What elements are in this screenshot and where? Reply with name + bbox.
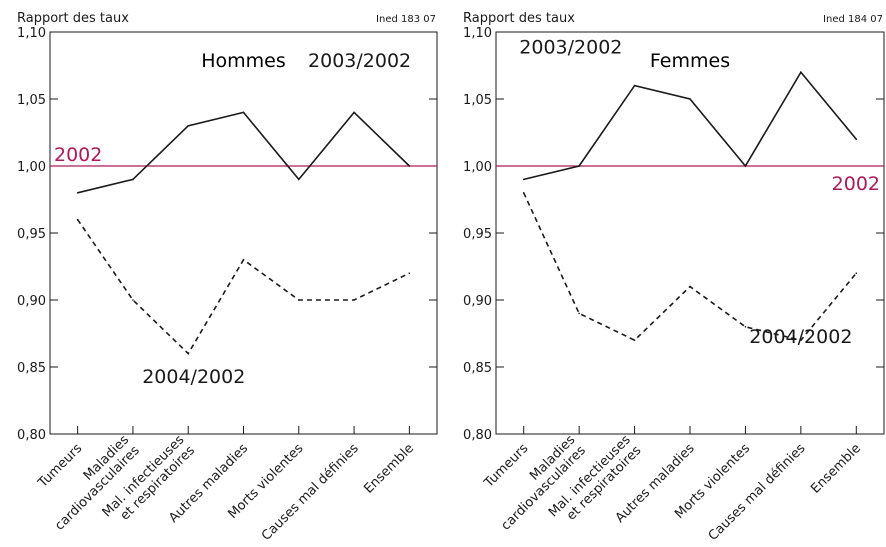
x-tick-label-line: Causes mal définies [706,441,809,544]
chart-panel-hommes: Rapport des taux Ined 183 07 0,80 0,85 0,90 0… [17,11,438,544]
data-point [578,312,580,315]
data-point [353,111,355,114]
data-point [689,98,691,100]
y-tick-label: 0,90 [17,294,46,309]
y-tick-label: 1,10 [463,26,492,41]
x-tick-label-line: Causes mal définies [259,441,362,544]
data-point [522,192,525,194]
plot-frame [495,31,885,435]
series-label: 2003/2002 [519,36,622,58]
reference-label: 2002 [832,173,880,195]
data-point [132,178,134,181]
x-tick-label-line: Ensemble [808,441,864,497]
data-point [242,259,245,261]
data-point [744,165,747,167]
data-point [76,218,79,221]
y-tick-label: 1,05 [463,93,492,108]
data-point [633,84,636,87]
data-point [408,272,411,275]
data-point [187,125,190,127]
data-point [297,178,300,181]
chart-title: Femmes [650,50,730,72]
y-tick-label: 0,95 [17,227,46,242]
y-axis-label: Rapport des taux [463,11,575,26]
data-point [800,71,802,73]
chart-title: Hommes [201,50,286,72]
x-tick-label: Ensemble [808,441,864,497]
x-tick-label: Tumeurs [481,441,532,492]
series-label: 2003/2002 [308,50,411,72]
y-tick-label: 0,80 [463,428,492,443]
data-point [744,326,747,328]
data-point [522,178,525,181]
data-point [408,165,411,167]
series-line-2004 [76,219,410,355]
y-axis-label: Rapport des taux [17,11,129,26]
source-label: Ined 183 07 [376,14,436,25]
x-tick-label: Causes mal définies [706,441,809,544]
x-tick-label-line: Tumeurs [481,441,532,492]
y-tick-label: 0,85 [17,361,46,376]
data-point [187,352,190,355]
data-point [132,299,134,301]
data-point [800,339,802,342]
y-tick-label: 0,95 [463,227,492,242]
series-label: 2004/2002 [142,366,245,388]
data-point [855,272,858,275]
series-line-2003 [523,70,857,181]
series-line-2003 [77,111,410,194]
data-point [689,285,691,288]
series-label: 2004/2002 [749,326,852,348]
x-tick-label: Ensemble [361,441,417,497]
x-tick-label-line: Ensemble [361,441,417,497]
data-point [242,111,245,114]
data-point [633,339,636,342]
data-point [855,138,858,140]
y-tick-label: 1,00 [463,160,492,175]
reference-label: 2002 [54,144,102,166]
data-point [76,192,79,194]
data-point [297,299,300,301]
y-tick-label: 1,10 [17,26,46,41]
y-tick-label: 0,80 [17,428,46,443]
x-tick-label: Tumeurs [35,441,86,492]
series-line-2004 [522,192,857,342]
chart-panel-femmes: Rapport des taux Ined 184 07 0,80 0,85 0,90 0… [463,11,885,544]
source-label: Ined 184 07 [823,14,883,25]
data-point [578,165,580,167]
x-tick-label: Causes mal définies [259,441,362,544]
y-tick-label: 0,85 [463,361,492,376]
y-tick-label: 0,90 [463,294,492,309]
x-tick-label-line: Tumeurs [35,441,86,492]
y-tick-label: 1,00 [17,160,46,175]
data-point [353,299,355,301]
y-tick-label: 1,05 [17,93,46,108]
